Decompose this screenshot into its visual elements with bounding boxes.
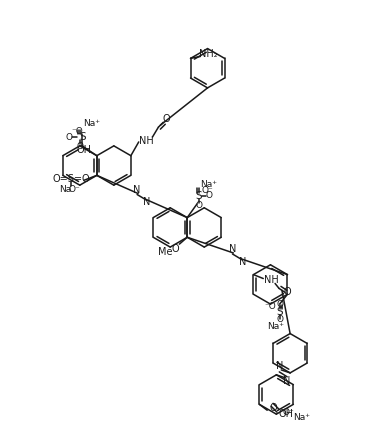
Text: N: N	[229, 244, 236, 254]
Text: NH₂: NH₂	[199, 49, 218, 60]
Text: Na⁺: Na⁺	[200, 180, 218, 189]
Text: N: N	[134, 184, 141, 195]
Text: S: S	[196, 191, 202, 201]
Text: N: N	[276, 361, 283, 371]
Text: Me: Me	[158, 247, 173, 257]
Text: NH: NH	[264, 275, 278, 285]
Text: O: O	[283, 287, 291, 297]
Text: Na⁺: Na⁺	[84, 119, 100, 128]
Text: Na: Na	[59, 184, 72, 194]
Text: S: S	[276, 307, 283, 317]
Text: O: O	[162, 114, 170, 124]
Text: OH: OH	[278, 409, 293, 419]
Text: N: N	[143, 198, 151, 207]
Text: NH: NH	[139, 136, 154, 146]
Text: Na⁺: Na⁺	[293, 412, 310, 422]
Text: O⁻: O⁻	[202, 186, 214, 195]
Text: O: O	[276, 315, 283, 324]
Text: Na⁺: Na⁺	[267, 322, 284, 331]
Text: N: N	[284, 376, 291, 386]
Text: OH: OH	[77, 145, 92, 155]
Text: O: O	[172, 244, 179, 254]
Text: O: O	[66, 132, 73, 142]
Text: ⁻O: ⁻O	[264, 302, 276, 310]
Text: O: O	[196, 201, 203, 210]
Text: O: O	[77, 143, 84, 151]
Text: ⁻O: ⁻O	[71, 126, 83, 136]
Text: O: O	[205, 192, 212, 201]
Text: O: O	[269, 403, 277, 413]
Text: N: N	[239, 257, 246, 267]
Text: O⁻: O⁻	[68, 184, 80, 194]
Text: S: S	[80, 132, 87, 142]
Text: O: O	[276, 299, 283, 309]
Text: O=S=O: O=S=O	[53, 174, 90, 184]
Text: O⁻: O⁻	[283, 408, 295, 417]
